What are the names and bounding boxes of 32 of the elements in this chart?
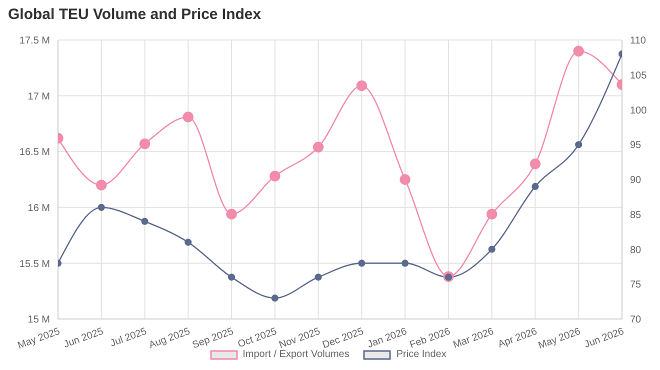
y2-tick-label: 85: [630, 210, 642, 221]
x-tick-label: Dec 2025: [321, 326, 366, 352]
x-tick-label: Jul 2025: [108, 326, 149, 350]
legend-label: Import / Export Volumes: [242, 349, 350, 360]
y2-tick-label: 90: [630, 175, 642, 186]
x-tick-label: Aug 2025: [148, 326, 192, 352]
x-tick-label: Jan 2026: [366, 326, 409, 351]
x-tick-label: Oct 2025: [236, 326, 279, 350]
chart-title: Global TEU Volume and Price Index: [8, 6, 262, 25]
x-tick-label: Feb 2026: [408, 326, 452, 351]
x-tick-label: Mar 2026: [452, 326, 496, 351]
y-tick-label: 17 M: [28, 91, 50, 102]
x-tick-label: May 2025: [16, 326, 62, 352]
y-tick-label: 17.5 M: [19, 36, 50, 47]
legend-label: Price Index: [395, 349, 446, 360]
y2-tick-label: 100: [630, 105, 648, 116]
x-tick-label: May 2026: [537, 326, 582, 352]
y-tick-label: 15 M: [28, 314, 50, 326]
x-tick-label: Sep 2025: [190, 326, 236, 352]
y2-tick-label: 75: [630, 280, 642, 291]
y2-tick-label: 70: [630, 314, 642, 326]
y-tick-label: 16.5 M: [19, 147, 50, 158]
x-tick-label: Apr 2026: [496, 326, 540, 350]
y-tick-label: 16 M: [28, 202, 50, 214]
x-tick-label: Jun 2025: [62, 326, 106, 351]
y2-tick-label: 95: [630, 140, 642, 152]
y2-tick-label: 105: [630, 70, 648, 82]
x-tick-label: Nov 2025: [278, 326, 322, 352]
y2-tick-label: 80: [630, 244, 642, 256]
y-tick-label: 15.5 M: [19, 258, 50, 270]
y2-tick-label: 110: [630, 36, 646, 47]
x-tick-label: Jun 2026: [583, 326, 626, 351]
